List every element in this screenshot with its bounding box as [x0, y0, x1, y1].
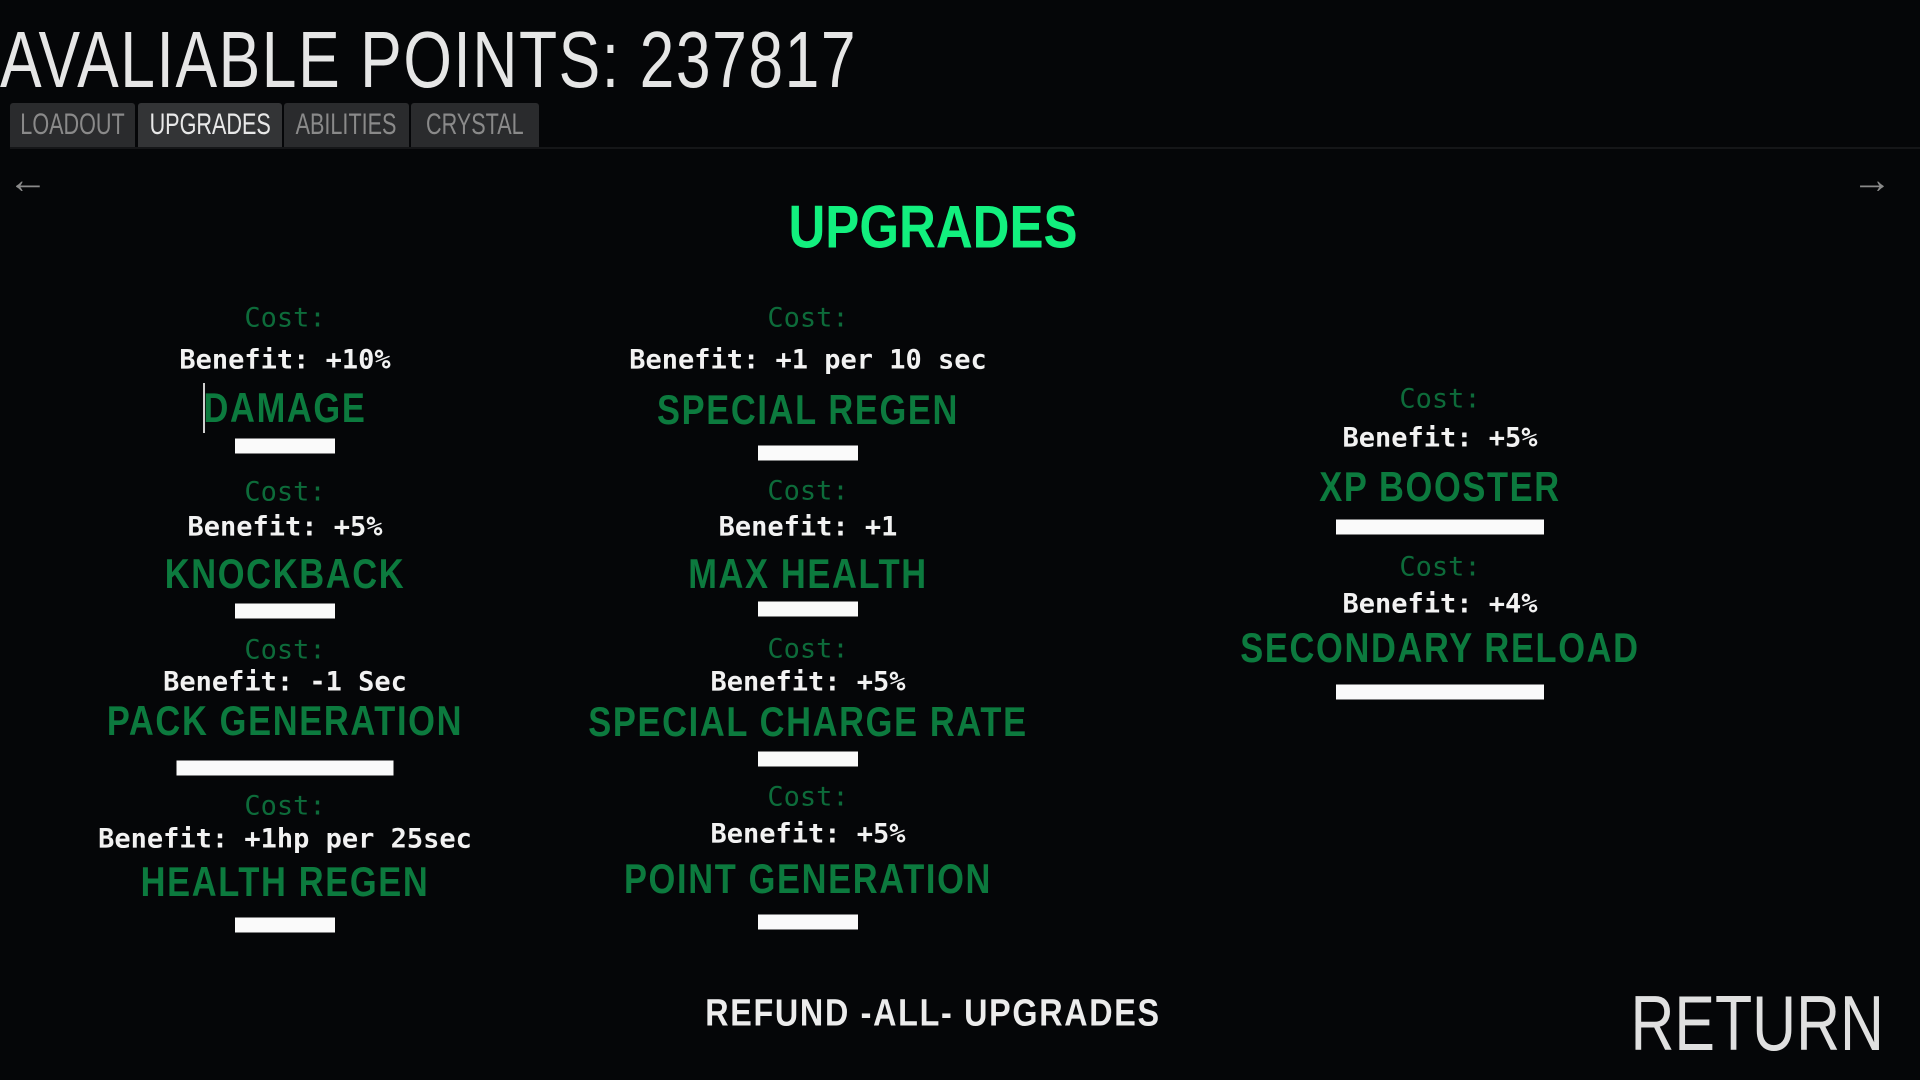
point-generation-cost: Cost:: [767, 781, 849, 813]
special-charge-rate-cost: Cost:: [767, 633, 849, 665]
pack-generation-level-bar: [176, 760, 394, 776]
page-title: UPGRADES: [763, 193, 1103, 262]
refund-label: REFUND -ALL- UPGRADES: [705, 992, 1161, 1035]
upgrade-secondary-reload[interactable]: SECONDARY RELOAD: [1196, 624, 1683, 672]
upgrade-pack-generation[interactable]: PACK GENERATION: [68, 697, 502, 745]
upgrade-knockback[interactable]: KNOCKBACK: [138, 550, 431, 598]
max-health-cost: Cost:: [767, 475, 849, 507]
arrow-right-icon[interactable]: →: [1852, 158, 1892, 202]
point-generation-level-bar: [758, 914, 858, 930]
upgrade-name: HEALTH REGEN: [140, 858, 430, 905]
tab-crystal[interactable]: CRYSTAL: [411, 103, 539, 147]
upgrade-name: SPECIAL REGEN: [656, 386, 960, 433]
return-button[interactable]: RETURN: [1559, 978, 1885, 1069]
upgrade-special-charge-rate[interactable]: SPECIAL CHARGE RATE: [540, 698, 1076, 746]
upgrade-special-regen[interactable]: SPECIAL REGEN: [624, 386, 992, 434]
max-health-benefit: Benefit: +1: [718, 511, 898, 543]
secondary-reload-level-bar: [1336, 684, 1544, 700]
secondary-reload-benefit: Benefit: +4%: [1342, 588, 1538, 620]
knockback-benefit: Benefit: +5%: [187, 511, 383, 543]
special-regen-cost: Cost:: [767, 302, 849, 334]
return-label: RETURN: [1630, 979, 1885, 1067]
damage-level-bar: [235, 438, 335, 454]
special-regen-benefit: Benefit: +1 per 10 sec: [629, 344, 987, 376]
refund-all-button[interactable]: REFUND -ALL- UPGRADES: [665, 993, 1201, 1036]
upgrade-name: POINT GENERATION: [623, 855, 993, 902]
tab-upgrades[interactable]: UPGRADES: [138, 103, 282, 147]
special-charge-rate-benefit: Benefit: +5%: [710, 666, 906, 698]
upgrade-name: DAMAGE: [203, 384, 367, 431]
tab-label: ABILITIES: [296, 108, 397, 141]
tab-label: LOADOUT: [20, 108, 125, 141]
upgrade-max-health[interactable]: MAX HEALTH: [662, 550, 954, 598]
health-regen-cost: Cost:: [244, 790, 326, 822]
health-regen-level-bar: [235, 917, 335, 933]
upgrade-damage[interactable]: DAMAGE: [186, 384, 385, 432]
tab-label: UPGRADES: [149, 108, 271, 141]
page-title-text: UPGRADES: [788, 193, 1078, 261]
text-cursor: [203, 383, 205, 433]
upgrade-point-generation[interactable]: POINT GENERATION: [584, 855, 1033, 903]
upgrade-health-regen[interactable]: HEALTH REGEN: [109, 858, 461, 906]
max-health-level-bar: [758, 601, 858, 617]
arrow-left-icon[interactable]: ←: [8, 158, 48, 202]
tab-label: CRYSTAL: [426, 108, 524, 141]
upgrade-name: PACK GENERATION: [106, 697, 464, 744]
tab-divider: [10, 147, 1920, 149]
xp-booster-benefit: Benefit: +5%: [1342, 422, 1538, 454]
upgrade-xp-booster[interactable]: XP BOOSTER: [1293, 463, 1588, 511]
upgrade-name: XP BOOSTER: [1319, 463, 1561, 510]
special-regen-level-bar: [758, 445, 858, 461]
damage-cost: Cost:: [244, 302, 326, 334]
knockback-level-bar: [235, 603, 335, 619]
point-generation-benefit: Benefit: +5%: [710, 818, 906, 850]
upgrade-name: SECONDARY RELOAD: [1240, 624, 1640, 671]
special-charge-rate-level-bar: [758, 751, 858, 767]
upgrade-name: SPECIAL CHARGE RATE: [588, 698, 1028, 745]
xp-booster-cost: Cost:: [1399, 383, 1481, 415]
tab-loadout[interactable]: LOADOUT: [10, 103, 135, 147]
available-points: AVALIABLE POINTS: 237817: [0, 15, 858, 104]
upgrade-name: KNOCKBACK: [164, 550, 406, 597]
health-regen-benefit: Benefit: +1hp per 25sec: [98, 823, 472, 855]
pack-generation-cost: Cost:: [244, 634, 326, 666]
knockback-cost: Cost:: [244, 476, 326, 508]
secondary-reload-cost: Cost:: [1399, 551, 1481, 583]
pack-generation-benefit: Benefit: -1 Sec: [163, 666, 407, 698]
damage-benefit: Benefit: +10%: [179, 344, 391, 376]
upgrade-name: MAX HEALTH: [688, 550, 928, 597]
tab-abilities[interactable]: ABILITIES: [284, 103, 409, 147]
xp-booster-level-bar: [1336, 519, 1544, 535]
